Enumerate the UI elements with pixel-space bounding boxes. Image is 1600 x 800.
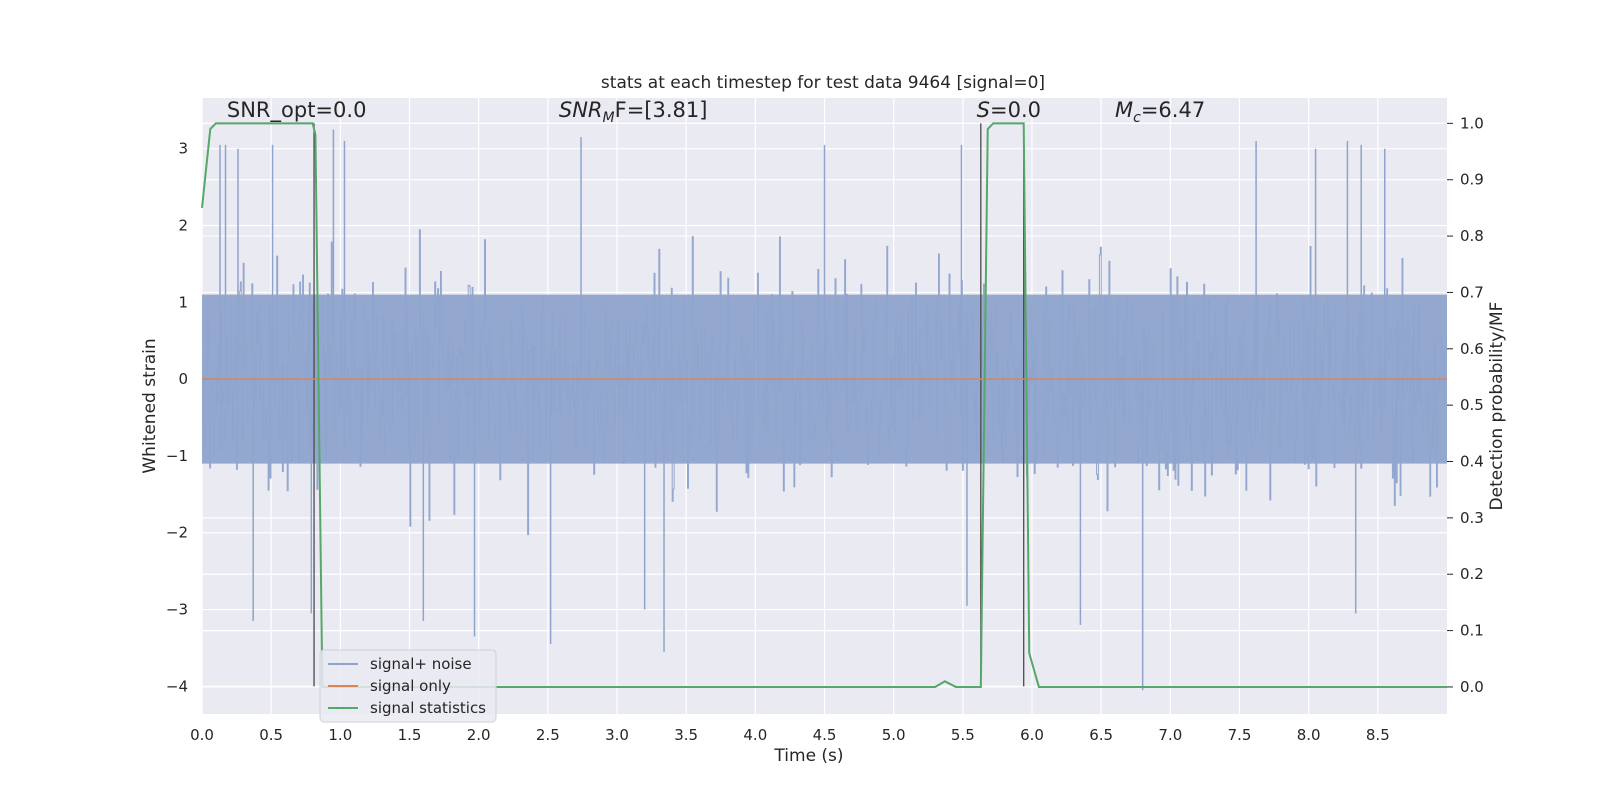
x-tick-label: 2.0 — [467, 726, 491, 744]
chart-annotation: SNR_opt=0.0 — [227, 98, 367, 123]
y2-tick-label: 0.8 — [1460, 227, 1484, 245]
y2-tick-label: 0.1 — [1460, 622, 1484, 640]
y2-tick-label: 0.3 — [1460, 509, 1484, 527]
y2-tick-label: 0.7 — [1460, 283, 1484, 301]
y2-axis-ticks: 1.0 0.9 0.8 0.7 0.6 0.5 0.4 0.3 0.2 0.1 0.0 — [1447, 114, 1484, 696]
x-tick-label: 5.5 — [951, 726, 975, 744]
x-tick-label: 0.5 — [259, 726, 283, 744]
x-tick-label: 3.5 — [674, 726, 698, 744]
y-axis-ticks: 3 2 1 0 −1 −2 −3 −4 — [166, 140, 188, 696]
x-tick-label: 1.0 — [328, 726, 352, 744]
legend-label: signal only — [370, 677, 451, 695]
signal-statistics-line — [201, 122, 1447, 688]
chart-title: stats at each timestep for test data 946… — [601, 73, 1045, 93]
chart-annotation: S=0.0 — [977, 98, 1041, 122]
legend: signal+ noise signal only signal statistic… — [319, 649, 497, 723]
y2-axis-label: Detection probability/MF — [1487, 302, 1507, 511]
y-tick-label: 2 — [178, 217, 188, 235]
y-tick-label: 3 — [178, 140, 188, 158]
x-tick-label: 7.0 — [1158, 726, 1182, 744]
y2-tick-label: 0.0 — [1460, 678, 1484, 696]
x-tick-label: 8.5 — [1366, 726, 1390, 744]
x-tick-label: 2.5 — [536, 726, 560, 744]
y-tick-label: −2 — [166, 524, 188, 542]
chart-annotation: Mc=6.47 — [1115, 98, 1205, 126]
x-tick-label: 1.5 — [398, 726, 422, 744]
legend-box — [319, 649, 497, 723]
legend-label: signal statistics — [370, 699, 486, 717]
y2-tick-label: 0.4 — [1460, 453, 1484, 471]
x-tick-label: 8.0 — [1297, 726, 1321, 744]
x-axis-ticks: 0.0 0.5 1.0 1.5 2.0 2.5 3.0 3.5 4.0 4.5 5.0 5.5 6.0 6… — [190, 726, 1390, 744]
y2-tick-label: 0.6 — [1460, 340, 1484, 358]
signal-statistics-series — [201, 122, 1447, 688]
y2-tick-label: 0.2 — [1460, 565, 1484, 583]
x-tick-label: 4.0 — [743, 726, 767, 744]
y-tick-label: 0 — [178, 370, 188, 388]
y-tick-label: −4 — [166, 677, 188, 695]
annotations: SNR_opt=0.0 SNRMF=[3.81] S=0.0 Mc=6.47 — [227, 98, 1205, 126]
x-tick-label: 6.0 — [1020, 726, 1044, 744]
y2-tick-label: 0.5 — [1460, 396, 1484, 414]
y-tick-label: −3 — [166, 601, 188, 619]
y-tick-label: −1 — [166, 447, 188, 465]
x-tick-label: 0.0 — [190, 726, 214, 744]
x-axis-label: Time (s) — [773, 746, 843, 766]
y2-tick-label: 0.9 — [1460, 171, 1484, 189]
chart-annotation: SNRMF=[3.81] — [559, 98, 708, 126]
x-tick-label: 7.5 — [1228, 726, 1252, 744]
y-axis-label: Whitened strain — [140, 338, 160, 473]
legend-label: signal+ noise — [370, 655, 472, 673]
x-tick-label: 6.5 — [1089, 726, 1113, 744]
y2-tick-label: 1.0 — [1460, 114, 1484, 132]
x-tick-label: 3.0 — [605, 726, 629, 744]
y-tick-label: 1 — [178, 293, 188, 311]
x-tick-label: 4.5 — [813, 726, 837, 744]
x-tick-label: 5.0 — [882, 726, 906, 744]
